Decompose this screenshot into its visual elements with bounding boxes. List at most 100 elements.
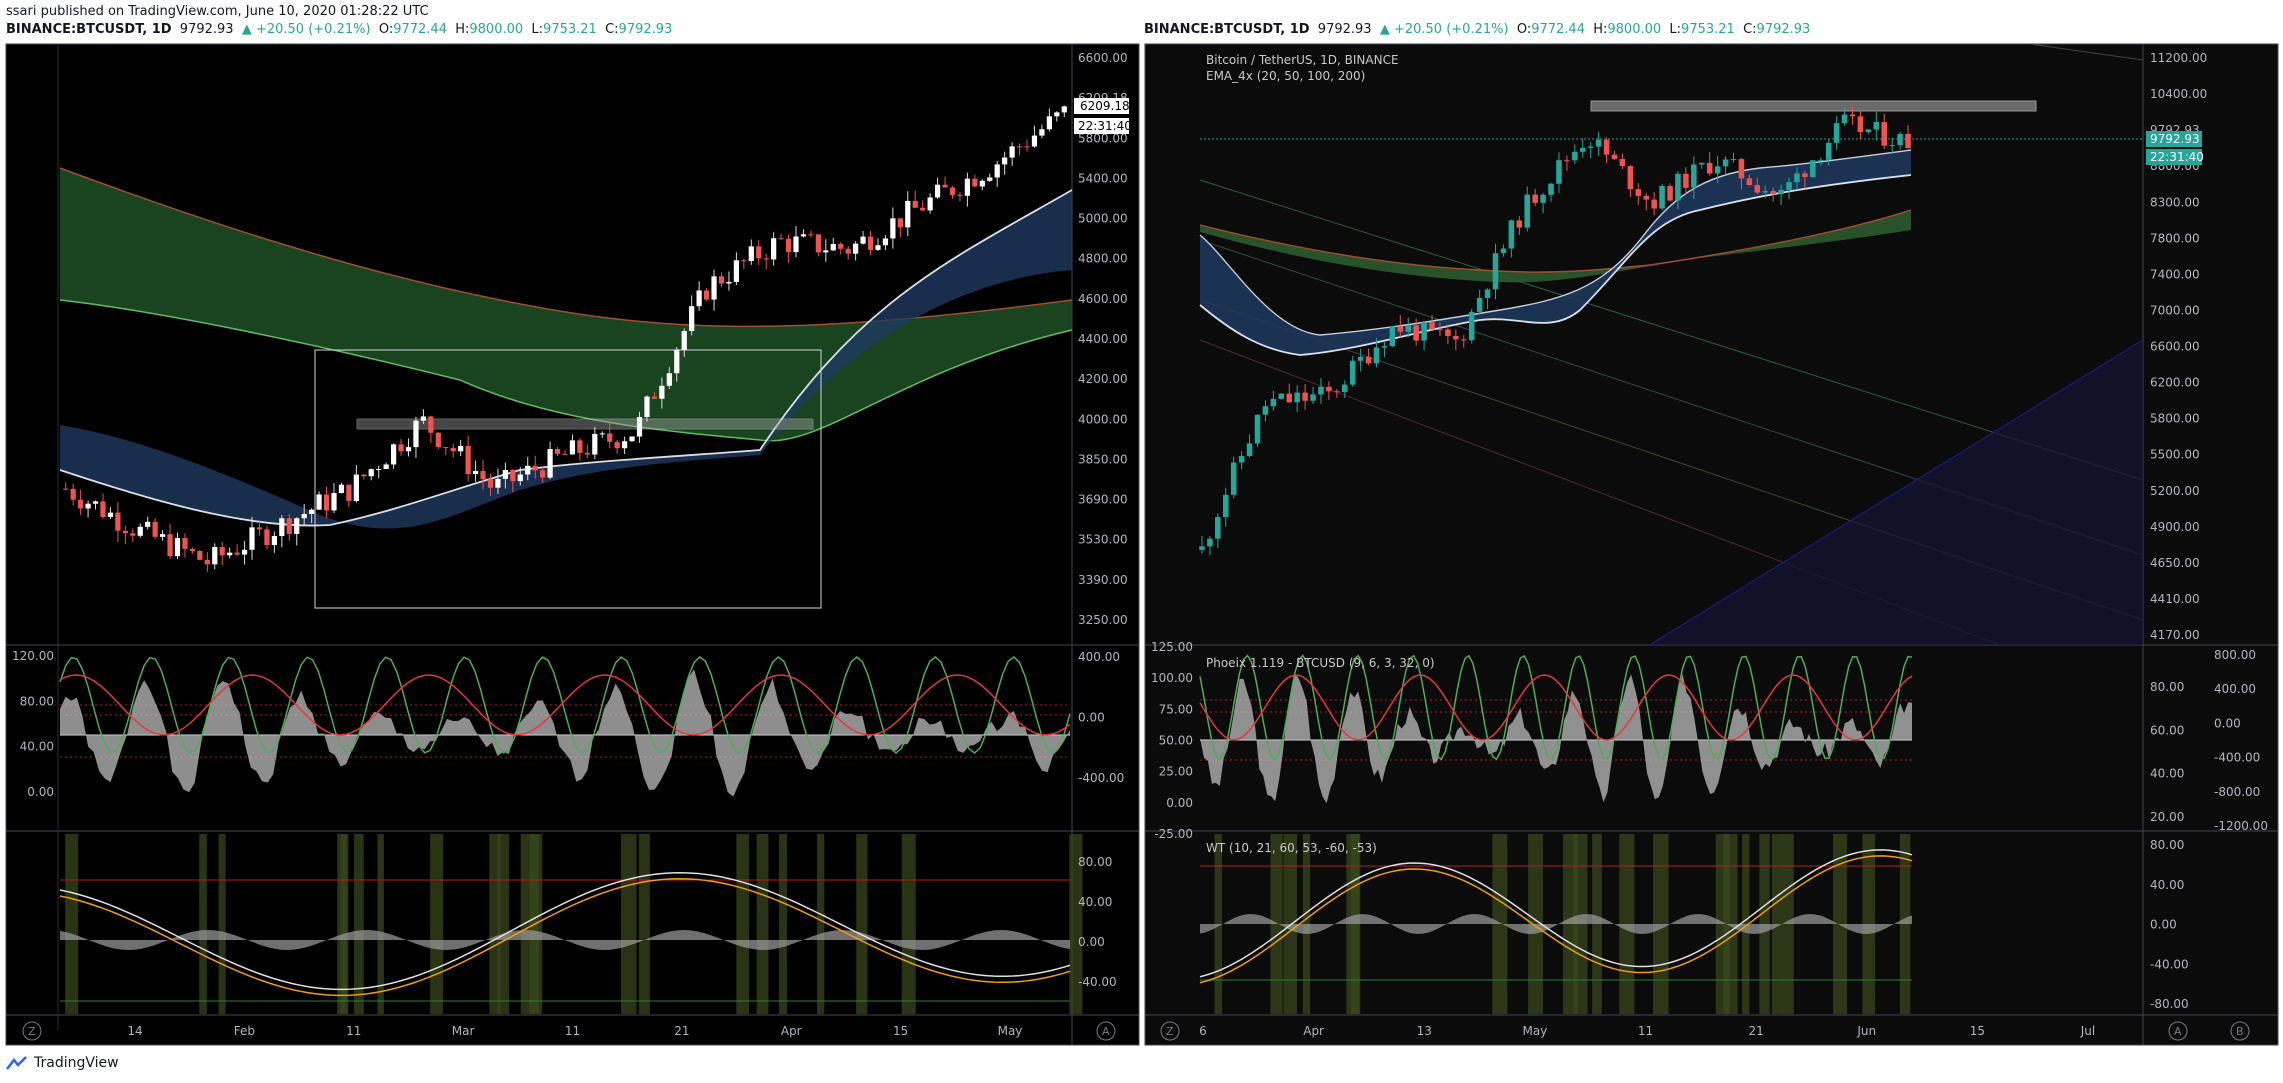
left-z-button[interactable]: Z [22, 1021, 42, 1041]
left-a-button[interactable]: A [1096, 1021, 1116, 1041]
stoch-histogram [60, 669, 1070, 797]
candle-down [808, 234, 814, 236]
candle-down [435, 432, 441, 448]
candle-up [294, 518, 300, 534]
left-wt-right-tick: -40.00 [1078, 975, 1117, 989]
candle-up [644, 396, 650, 418]
left-time-tick: Mar [452, 1024, 475, 1038]
candle-down [1857, 116, 1864, 133]
right-wt-right-tick: 0.00 [2150, 918, 2177, 932]
left-wt-right-tick: 80.00 [1078, 855, 1112, 869]
candle-down [1429, 322, 1435, 330]
right-price-tick: 4170.00 [2150, 628, 2200, 642]
candle-up [1691, 164, 1697, 188]
wt-fast-line [1199, 849, 1913, 978]
left-price-tick: 4800.00 [1078, 252, 1128, 266]
candle-up [1046, 116, 1052, 130]
left-price-tick: 4600.00 [1078, 292, 1128, 306]
right-stoch-left-tick: 50.00 [1159, 734, 1193, 748]
right-time-tick: 11 [1638, 1024, 1653, 1038]
candle-up [1230, 462, 1237, 495]
candle-up [1373, 347, 1380, 364]
candle-up [927, 197, 933, 211]
candle-down [741, 260, 747, 262]
candle-up [1730, 159, 1737, 161]
right-a-button[interactable]: A [2168, 1021, 2188, 1041]
candle-down [1881, 121, 1888, 146]
candle-up [1389, 326, 1396, 347]
wt-signal-bar [856, 834, 868, 1014]
candle-down [1397, 326, 1404, 332]
left-time-tick: 15 [893, 1024, 908, 1038]
candle-down [480, 470, 486, 480]
right-timer-tag [2146, 149, 2202, 165]
left-time-tick: 11 [565, 1024, 580, 1038]
candle-up [1476, 298, 1483, 312]
right-resistance-zone [1590, 100, 2037, 112]
candle-up [681, 331, 687, 350]
candle-down [1706, 162, 1713, 174]
right-price-tick: 4650.00 [2150, 556, 2200, 570]
candle-down [1365, 356, 1372, 364]
footer-brand[interactable]: TradingView [6, 1055, 119, 1071]
right-slow-ema-cloud [1200, 210, 1911, 283]
candle-down [1802, 173, 1808, 177]
candle-up [338, 484, 345, 494]
right-stoch-right-tick: -400.00 [2214, 751, 2260, 765]
candle-up [495, 478, 501, 488]
left-time-tick: 21 [674, 1024, 689, 1038]
right-price-axis: 11200.0010400.009792.938800.008300.00780… [2150, 51, 2207, 642]
candle-up [592, 433, 598, 455]
candle-up [174, 538, 181, 557]
candle-down [778, 238, 784, 240]
right-candles [1199, 105, 1911, 556]
candle-down [838, 243, 844, 249]
svg-text:Z: Z [28, 1025, 36, 1038]
candle-down [1532, 194, 1538, 203]
right-change: ▲ +20.50 (+0.21%) [1379, 22, 1509, 37]
candle-up [1587, 146, 1594, 148]
candle-up [569, 440, 576, 455]
left-l-label: L: [531, 22, 544, 37]
candle-down [867, 236, 874, 250]
candle-up [1318, 386, 1324, 395]
left-price-tick: 4400.00 [1078, 332, 1128, 346]
candle-down [100, 501, 106, 518]
wt-signal-bar [620, 834, 637, 1014]
candle-down [912, 200, 918, 208]
left-price-tick: 3850.00 [1078, 452, 1128, 466]
right-stoch-left-tick: 125.00 [1151, 640, 1193, 654]
candle-up [1405, 325, 1412, 332]
candle-up [1215, 517, 1221, 539]
left-wt-pane [59, 834, 1083, 1014]
candle-down [718, 276, 725, 284]
candle-down [167, 534, 173, 557]
candle-up [1381, 346, 1388, 348]
candle-down [1619, 159, 1626, 167]
right-stoch-right-tick: 400.00 [2214, 682, 2256, 696]
candle-down [1635, 189, 1642, 196]
candle-up [212, 547, 218, 565]
candle-down [197, 550, 203, 560]
candle-down [256, 527, 263, 530]
candle-up [636, 417, 643, 437]
candle-down [1453, 335, 1459, 340]
candle-down [1603, 139, 1610, 155]
candle-down [204, 559, 210, 565]
candle-up [1865, 129, 1872, 133]
candle-up [1817, 159, 1824, 161]
candle-up [733, 260, 740, 282]
left-fast-ema-cloud [60, 190, 1072, 529]
candle-down [130, 533, 136, 536]
candle-up [1349, 360, 1356, 385]
left-price-tick: 4000.00 [1078, 412, 1128, 426]
candle-up [1484, 289, 1491, 299]
candle-up [1341, 384, 1348, 393]
candle-down [78, 499, 84, 509]
right-z-button[interactable]: Z [1160, 1021, 1180, 1041]
candle-up [1039, 129, 1045, 136]
right-b-button[interactable]: B [2230, 1021, 2250, 1041]
wt-signal-bar [430, 834, 444, 1014]
candle-down [450, 447, 456, 452]
